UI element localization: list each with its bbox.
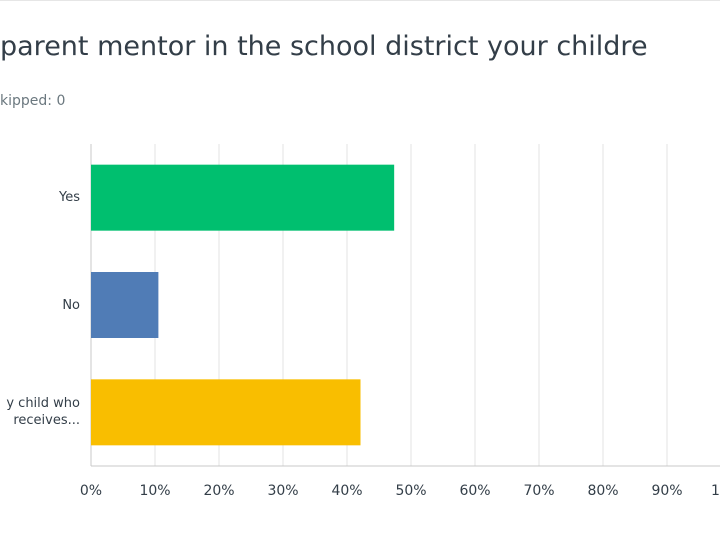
chart-subtitle: kipped: 0 (0, 93, 66, 109)
x-tick-label: 20% (203, 483, 235, 499)
x-tick-label: 70% (523, 483, 555, 499)
x-tick-label: 80% (587, 483, 619, 499)
x-tick-label: 90% (651, 483, 683, 499)
x-tick-label: 30% (267, 483, 299, 499)
y-tick-label: No (62, 297, 80, 313)
bar (91, 379, 361, 446)
bar (91, 164, 395, 231)
bar (91, 272, 159, 338)
x-tick-label: 10% (139, 483, 171, 499)
y-tick-label: y child who receives... (6, 396, 80, 429)
y-tick-label: Yes (59, 190, 80, 206)
x-tick-label: 40% (331, 483, 363, 499)
x-tick-label: 50% (395, 483, 427, 499)
chart-title: parent mentor in the school district you… (0, 31, 648, 62)
x-tick-label: 60% (459, 483, 491, 499)
x-tick-label: 0% (79, 483, 103, 499)
x-tick-label: 100% (710, 483, 720, 499)
